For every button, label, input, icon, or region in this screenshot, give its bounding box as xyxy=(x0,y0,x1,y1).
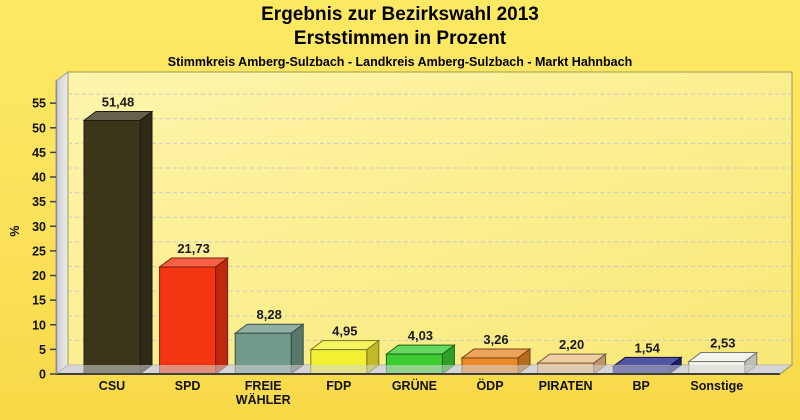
y-tick-label: 35 xyxy=(32,195,46,209)
category-label: WÄHLER xyxy=(236,392,291,407)
bar-front xyxy=(159,266,217,375)
y-tick-label: 20 xyxy=(32,269,46,283)
chart-title-line1: Ergebnis zur Bezirkswahl 2013 xyxy=(261,4,539,25)
value-label: 4,95 xyxy=(332,324,357,339)
value-label: 2,53 xyxy=(710,336,735,351)
chart-title-line2: Erststimmen in Prozent xyxy=(293,28,507,49)
value-label: 4,03 xyxy=(408,328,433,343)
bar-front xyxy=(83,119,141,375)
y-tick-label: 10 xyxy=(32,318,46,332)
y-tick-label: 55 xyxy=(32,97,46,111)
y-tick-label: 15 xyxy=(32,294,46,308)
bar-SPD xyxy=(158,256,230,375)
y-tick-label: 0 xyxy=(39,368,46,382)
value-label: 21,73 xyxy=(177,241,210,256)
value-label: 51,48 xyxy=(102,94,135,109)
y-tick-label: 45 xyxy=(32,146,46,160)
y-tick-label: 50 xyxy=(32,121,46,135)
bar-side xyxy=(139,110,153,375)
y-axis-label: % xyxy=(8,225,22,236)
category-label: ÖDP xyxy=(476,378,503,393)
chart-wall xyxy=(55,71,69,375)
category-label: FDP xyxy=(326,379,351,393)
category-label: GRÜNE xyxy=(392,378,437,393)
chart-subtitle: Stimmkreis Amberg-Sulzbach - Landkreis A… xyxy=(167,55,633,69)
category-label: CSU xyxy=(99,379,125,393)
y-tick-label: 5 xyxy=(39,343,46,357)
y-tick-label: 25 xyxy=(32,244,46,258)
y-tick-label: 40 xyxy=(32,171,46,185)
category-label: FREIE xyxy=(245,379,282,393)
value-label: 2,20 xyxy=(559,337,584,352)
bar-CSU xyxy=(82,110,154,375)
category-label: BP xyxy=(633,379,650,393)
category-label: Sonstige xyxy=(690,379,743,393)
value-label: 1,54 xyxy=(635,340,661,355)
category-label: PIRATEN xyxy=(539,379,593,393)
value-label: 3,26 xyxy=(483,332,508,347)
bar-FDP xyxy=(309,339,381,375)
value-label: 8,28 xyxy=(257,307,282,322)
bar-side xyxy=(215,256,229,375)
category-label: SPD xyxy=(175,379,201,393)
corner-diagonal xyxy=(779,364,793,375)
floor-highlight xyxy=(56,365,792,374)
y-tick-label: 30 xyxy=(32,220,46,234)
